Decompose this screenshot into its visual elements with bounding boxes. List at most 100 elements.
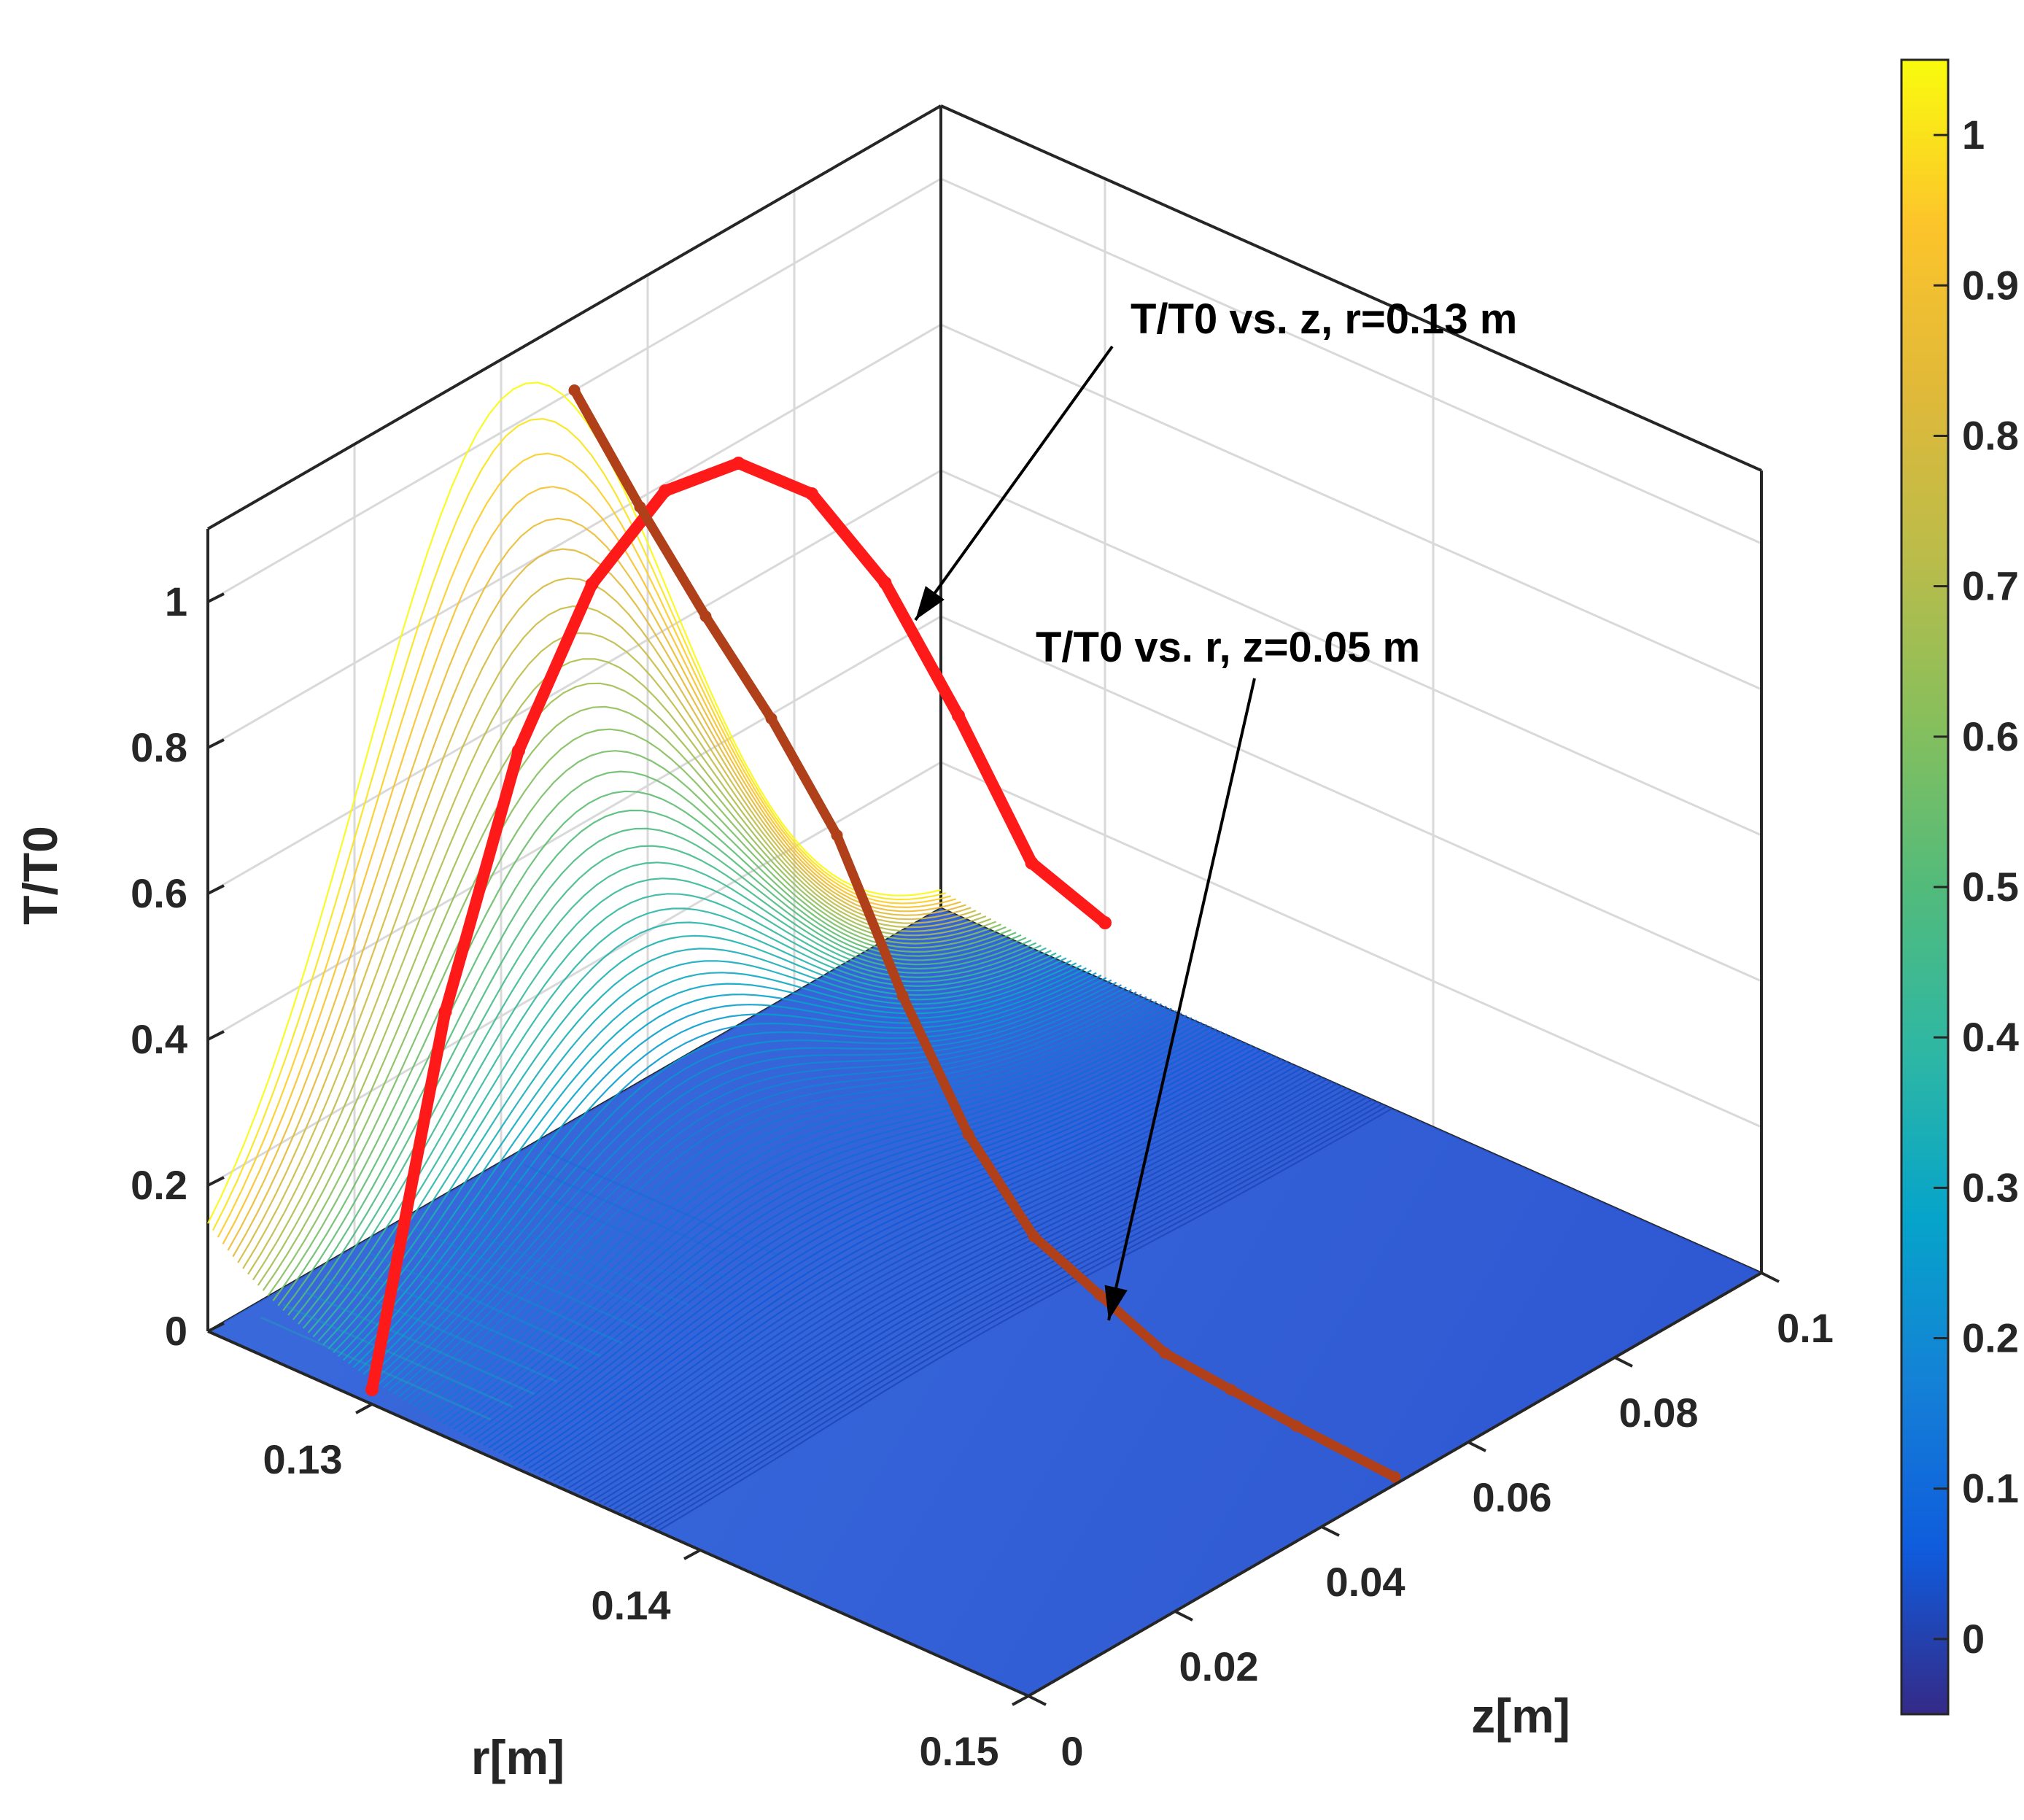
grid-line-t-right-2: [940, 615, 1762, 983]
annotation-z-profile: T/T0 vs. z, r=0.13 m: [1131, 295, 1517, 343]
surface-line-60: [508, 1039, 1243, 1459]
surface-line-36: [387, 984, 1122, 1392]
surface-line-61: [513, 1042, 1247, 1462]
surface-line-2: [217, 452, 952, 1238]
surface-line-75: [583, 1074, 1318, 1496]
surface-line-20: [307, 878, 1042, 1333]
series-point-1-7: [1028, 1231, 1040, 1242]
arrow-z-profile-head: [915, 586, 945, 620]
surface-line-78: [598, 1080, 1333, 1503]
colorbar-tick-label-3: 0.3: [1962, 1164, 2019, 1210]
grid-line-t-right-3: [940, 469, 1762, 837]
surface-line-42: [418, 998, 1152, 1410]
surface-line-43: [422, 1000, 1158, 1413]
tick-label-z-0: 0: [1061, 1728, 1083, 1774]
floor-streak-6: [392, 1240, 624, 1344]
surface-line-24: [327, 934, 1062, 1349]
surface-line-84: [628, 1094, 1363, 1517]
surface-line-9: [252, 658, 987, 1281]
floor-streak-1: [282, 1304, 513, 1408]
surface-line-45: [433, 1005, 1167, 1419]
r-axis-label: r[m]: [471, 1730, 565, 1784]
surface-mesh: [207, 382, 1761, 1696]
tick-mark-z-5: [1761, 1271, 1780, 1283]
surface-line-33: [373, 977, 1107, 1382]
series-point-1-0: [568, 384, 581, 396]
surface-line-57: [493, 1033, 1228, 1452]
floor-streak-3: [326, 1278, 557, 1383]
colorbar-tick-label-7: 0.7: [1962, 563, 2019, 609]
surface-line-30: [357, 969, 1092, 1372]
surface-line-71: [563, 1065, 1298, 1487]
series-point-0-3: [585, 578, 599, 591]
series-point-1-6: [962, 1128, 974, 1140]
series-point-0-6: [805, 487, 818, 500]
surface-line-44: [427, 1003, 1163, 1416]
series-lines: [365, 384, 1401, 1483]
surface-line-87: [643, 1101, 1378, 1525]
floor-streak-7: [414, 1227, 645, 1332]
surface-line-14: [277, 770, 1012, 1306]
series-point-0-5: [732, 457, 745, 470]
series-point-0-2: [512, 744, 525, 757]
surface-line-47: [443, 1010, 1177, 1425]
surface-line-53: [473, 1023, 1207, 1441]
surface-line-17: [292, 827, 1027, 1320]
surface-line-5: [232, 548, 966, 1258]
t-axis-label: T/T0: [13, 826, 67, 925]
surface-line-68: [548, 1058, 1283, 1479]
colorbar-tick-label-2: 0.2: [1962, 1315, 2019, 1361]
surface-line-81: [613, 1087, 1348, 1510]
surface-line-23: [322, 921, 1057, 1346]
series-point-0-0: [365, 1383, 379, 1396]
surface-line-41: [413, 996, 1147, 1407]
surface-line-49: [453, 1015, 1187, 1430]
annotations: T/T0 vs. z, r=0.13 m T/T0 vs. r, z=0.05 …: [914, 295, 1517, 1321]
surface-line-6: [237, 577, 972, 1263]
surface-line-63: [523, 1047, 1257, 1467]
tick-mark-t-1: [207, 1176, 225, 1187]
surface-line-72: [568, 1067, 1303, 1489]
series-point-1-12: [1389, 1471, 1401, 1483]
annotation-r-profile: T/T0 vs. r, z=0.05 m: [1036, 624, 1420, 671]
tick-label-r-0: 0.13: [263, 1436, 343, 1482]
series-point-0-9: [1025, 856, 1039, 870]
surface-line-29: [352, 967, 1087, 1368]
surface-line-52: [468, 1021, 1203, 1438]
series-point-1-4: [831, 829, 843, 841]
surface-line-37: [392, 986, 1127, 1395]
surface-line-74: [578, 1072, 1313, 1494]
axes-box: [206, 104, 1763, 1333]
floor-streak-8: [436, 1215, 667, 1320]
floor-streak-9: [458, 1202, 689, 1306]
tick-label-t-3: 0.6: [131, 870, 187, 916]
surface-line-27: [342, 962, 1077, 1361]
surface-line-34: [378, 979, 1112, 1385]
arrow-z-profile-shaft: [914, 345, 1114, 621]
series-point-1-10: [1225, 1384, 1237, 1395]
series-point-1-8: [1093, 1289, 1106, 1301]
z-axis-label: z[m]: [1471, 1689, 1570, 1743]
tick-mark-t-5: [207, 592, 225, 603]
floor-streak-5: [370, 1252, 602, 1358]
tick-mark-r-0: [355, 1403, 373, 1414]
tick-label-t-0: 0: [165, 1308, 187, 1354]
surface-line-56: [488, 1031, 1222, 1449]
surface-line-83: [624, 1092, 1358, 1515]
surface-line-88: [648, 1103, 1383, 1527]
box-edge-top-left: [207, 104, 942, 530]
tick-mark-z-1: [1174, 1610, 1193, 1622]
surface-line-35: [382, 981, 1117, 1389]
grid-line-t-left-4: [207, 323, 942, 749]
tick-mark-t-4: [207, 738, 225, 749]
series-point-0-1: [438, 1005, 452, 1018]
series-point-0-7: [878, 576, 892, 589]
colorbar-tick-label-8: 0.8: [1962, 412, 2019, 458]
tick-mark-t-2: [207, 1030, 225, 1041]
surface-line-1: [212, 417, 947, 1231]
grid-line-t-right-1: [940, 761, 1762, 1128]
surface-line-7: [242, 605, 977, 1269]
surface-line-28: [347, 964, 1082, 1365]
surface-line-50: [458, 1017, 1193, 1433]
tick-label-z-1: 0.02: [1179, 1643, 1259, 1689]
